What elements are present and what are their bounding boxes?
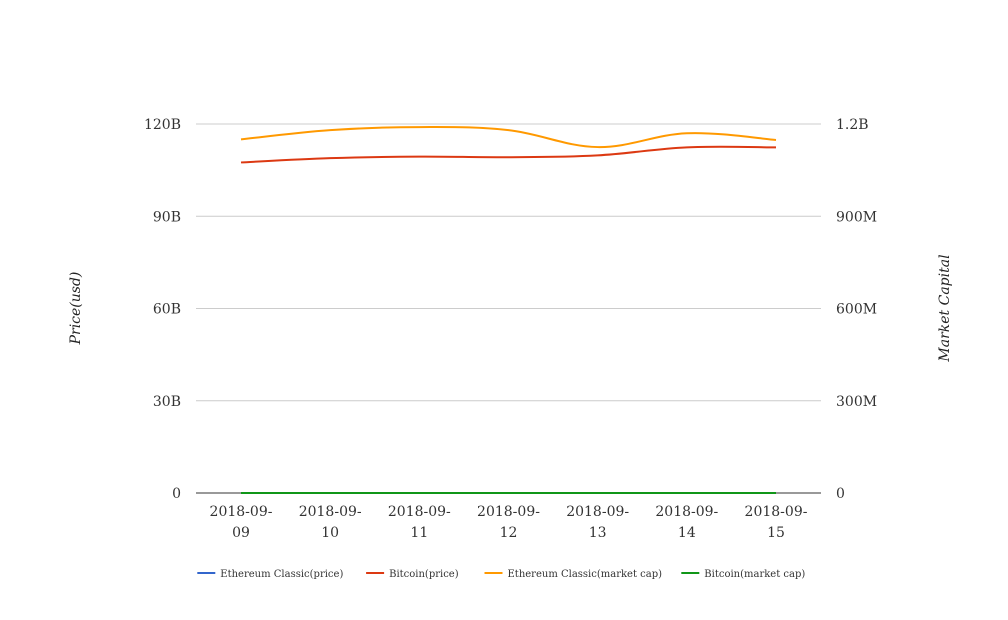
y-right-tick-label: 600M	[836, 302, 877, 318]
y-axis-left-title: Price(usd)	[68, 272, 84, 346]
y-left-tick-label: 60B	[153, 302, 181, 318]
y-left-tick-label: 90B	[153, 209, 181, 225]
y-right-tick-label: 0	[836, 486, 845, 502]
y-right-tick-label: 1.2B	[836, 117, 869, 133]
axis-layer: 0 30B 60B 90B 120B 0 300M 600M 900M 1.2B 2018-09-0…	[144, 117, 877, 541]
y-right-tick-label: 300M	[836, 394, 877, 410]
legend-item[interactable]: Bitcoin(market cap)	[681, 569, 805, 580]
series-line-bitcoin-price	[241, 147, 776, 163]
legend-label: Bitcoin(price)	[389, 569, 459, 580]
x-tick-label: 2018-09-10	[299, 504, 362, 541]
x-tick-label: 2018-09-14	[655, 504, 718, 541]
legend-item[interactable]: Ethereum Classic(market cap)	[485, 569, 663, 580]
legend-item[interactable]: Bitcoin(price)	[366, 569, 459, 580]
legend: Ethereum Classic(price) Bitcoin(price) Eth…	[197, 569, 805, 580]
grid-layer	[196, 124, 821, 401]
x-tick-label: 2018-09-12	[477, 504, 540, 541]
legend-label: Bitcoin(market cap)	[704, 569, 805, 580]
legend-label: Ethereum Classic(price)	[220, 569, 343, 580]
y-left-tick-label: 120B	[144, 117, 181, 133]
y-right-tick-label: 900M	[836, 209, 877, 225]
x-tick-label: 2018-09-13	[566, 504, 629, 541]
x-tick-label: 2018-09-11	[388, 504, 451, 541]
legend-item[interactable]: Ethereum Classic(price)	[197, 569, 343, 580]
x-tick-label: 2018-09-09	[210, 504, 273, 541]
y-left-tick-label: 30B	[153, 394, 181, 410]
legend-label: Ethereum Classic(market cap)	[508, 569, 663, 580]
x-tick-label: 2018-09-15	[745, 504, 808, 541]
y-left-tick-label: 0	[172, 486, 181, 502]
y-axis-right-title: Market Capital	[937, 254, 953, 362]
series-layer	[241, 127, 776, 493]
series-line-ethereum-classic-market-cap	[241, 127, 776, 147]
